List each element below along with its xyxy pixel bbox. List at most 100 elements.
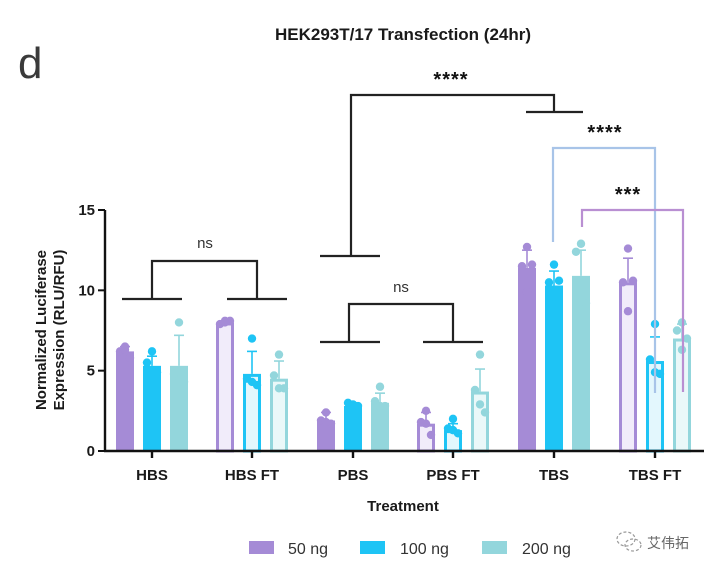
data-point-pbs-200ng [375,401,385,411]
data-point-hbs-200ng [174,377,184,387]
x-tick-labels: HBS HBS FT PBS PBS FT TBS TBS FT [136,467,681,484]
data-point-hbs-200ng [169,369,179,379]
sig-label-pbs-tbs: **** [433,69,468,91]
data-point-tbs-100ng [554,276,564,285]
data-point-tbs-100ng [549,292,559,301]
bracket-hbs [122,259,287,301]
data-point-tbs-100ng [544,278,554,287]
y-axis-label: Normalized Luciferase Expression (RLU/RF… [33,250,68,411]
data-point-pbs-200ng [375,382,385,391]
bar-tbs-50ng [518,267,536,451]
wechat-icon [616,531,642,552]
data-point-hbs-ft-200ng [274,384,284,393]
bars-layer [115,239,692,453]
data-point-hbs-ft-200ng [274,350,284,359]
data-point-hbs-100ng [142,358,152,367]
legend-swatch-100ng [360,541,385,554]
data-point-pbs-50ng [321,408,331,417]
sig-label-pbs: ns [393,279,409,296]
data-point-hbs-200ng [174,318,184,327]
data-point-tbs-ft-100ng [645,355,655,364]
legend-label-50ng: 50 ng [288,541,328,558]
data-point-pbs-ft-100ng [448,425,458,435]
data-point-tbs-ft-200ng [672,326,682,335]
data-point-tbs-ft-50ng [623,244,633,253]
bar-pbs-200ng [371,402,389,451]
bar-pbs-100ng [344,406,362,451]
bracket-pbs [320,302,483,344]
data-point-tbs-ft-200ng [682,334,692,343]
legend-label-200ng: 200 ng [522,541,571,558]
x-tick-label: PBS FT [426,467,479,484]
bar-pbs-50ng [317,420,335,451]
x-tick-label: TBS FT [629,467,682,484]
x-tick-label: HBS [136,467,168,484]
y-axis-label-line-1: Normalized Luciferase [33,250,50,410]
legend-swatch-200ng [482,541,507,554]
bracket-tbs-200 [580,208,685,392]
data-point-hbs-ft-100ng [247,334,257,343]
x-tick-label: TBS [539,467,569,484]
legend-label-100ng: 100 ng [400,541,449,558]
legend-swatch-50ng [249,541,274,554]
data-point-pbs-100ng [353,401,363,411]
axes-layer [98,209,704,458]
data-point-tbs-ft-50ng [618,278,628,287]
bar-hbs-50ng [116,351,134,451]
y-axis-label-line-2: Expression (RLU/RFU) [51,250,68,411]
bar-tbs-200ng [572,275,590,451]
data-point-hbs-50ng [120,345,130,354]
y-tick-label: 15 [78,202,95,219]
data-point-pbs-ft-200ng [470,385,480,395]
data-point-tbs-50ng [517,262,527,271]
data-point-tbs-200ng [576,297,586,306]
data-point-hbs-100ng [147,368,157,377]
data-point-pbs-ft-50ng [421,406,431,416]
data-point-hbs-50ng [125,353,135,363]
bar-hbs-100ng [143,365,161,451]
x-tick-label: HBS FT [225,467,279,484]
data-point-tbs-50ng [527,260,537,269]
data-point-pbs-ft-100ng [448,414,458,424]
data-point-pbs-100ng [348,411,358,420]
bar-hbs-200ng [170,365,188,451]
data-point-tbs-ft-50ng [628,276,638,285]
data-point-pbs-ft-200ng [475,350,485,359]
y-tick-label: 10 [78,282,95,299]
y-tick-label: 0 [87,443,95,460]
sig-label-hbs: ns [197,235,213,252]
bracket-tbs-100 [551,146,657,393]
data-point-tbs-200ng [571,247,581,256]
legend: 50 ng 100 ng 200 ng [249,541,571,558]
data-point-tbs-200ng [576,239,586,248]
data-point-pbs-100ng [343,398,353,407]
y-tick-labels: 0 5 10 15 [78,202,95,460]
panel-label: d [18,39,42,88]
watermark-text: 艾伟拓 [647,535,689,551]
data-point-pbs-ft-200ng [475,400,485,409]
sig-label-tbs-100: **** [587,122,622,144]
data-point-tbs-50ng [522,242,532,252]
data-point-tbs-ft-50ng [623,307,633,316]
bracket-pbs-tbs [320,93,583,258]
data-point-hbs-ft-50ng [220,318,230,327]
x-tick-label: PBS [338,467,369,484]
watermark: 艾伟拓 [616,531,689,552]
chart-title: HEK293T/17 Transfection (24hr) [275,25,531,44]
data-point-tbs-50ng [522,287,532,297]
significance-brackets [122,93,685,393]
data-point-pbs-ft-50ng [421,419,431,428]
data-point-pbs-50ng [321,417,331,427]
y-tick-label: 5 [87,363,95,380]
data-point-hbs-ft-200ng [269,371,279,380]
data-point-hbs-100ng [147,347,157,356]
bar-tbs-100ng [545,285,563,451]
data-point-tbs-100ng [549,260,559,269]
bar-hbs-ft-50ng [216,322,234,453]
sig-label-tbs-200: *** [615,184,641,206]
data-point-pbs-ft-200ng [480,408,490,417]
x-axis-label: Treatment [367,498,439,515]
data-point-hbs-ft-100ng [247,377,257,387]
data-point-pbs-ft-50ng [426,430,436,440]
